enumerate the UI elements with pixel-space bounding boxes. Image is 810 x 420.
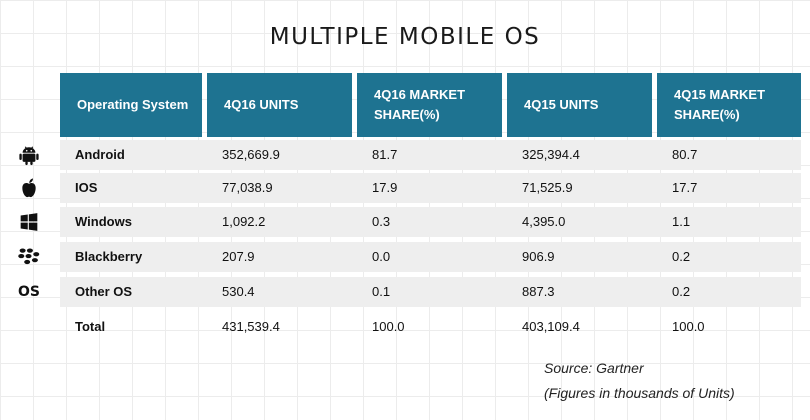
cell-units-4q15: 887.3	[522, 284, 555, 299]
column-header-os-name: Operating System	[60, 73, 202, 137]
cell-share-4q16: 100.0	[372, 319, 405, 334]
cell-units-4q16: 431,539.4	[222, 319, 280, 334]
cell-os-name: IOS	[75, 180, 98, 195]
cell-os-name: Android	[75, 147, 125, 162]
table-row	[60, 140, 801, 170]
page-title: MULTIPLE MOBILE OS	[269, 24, 541, 50]
table-row	[60, 242, 801, 272]
cell-share-4q15: 80.7	[672, 147, 698, 162]
cell-os-name: Total	[75, 319, 106, 334]
column-header-share-4q16: 4Q16 MARKET SHARE(%)	[357, 73, 502, 137]
os-text-icon: OS	[16, 279, 42, 305]
cell-os-name: Other OS	[75, 284, 133, 299]
cell-share-4q15: 100.0	[672, 319, 705, 334]
cell-share-4q16: 81.7	[372, 147, 398, 162]
cell-units-4q15: 906.9	[522, 249, 555, 264]
cell-units-4q16: 352,669.9	[222, 147, 280, 162]
cell-units-4q16: 77,038.9	[222, 180, 273, 195]
cell-share-4q16: 0.0	[372, 249, 391, 264]
source-note: Source: Gartner	[544, 360, 644, 376]
cell-os-name: Blackberry	[75, 249, 143, 264]
blackberry-icon	[16, 244, 42, 270]
cell-os-name: Windows	[75, 214, 132, 229]
units-note: (Figures in thousands of Units)	[544, 385, 735, 401]
cell-units-4q15: 4,395.0	[522, 214, 566, 229]
apple-icon	[16, 175, 42, 201]
column-header-units-4q16: 4Q16 UNITS	[207, 73, 352, 137]
os-icon-label: OS	[18, 284, 40, 300]
column-header-share-4q15: 4Q15 MARKET SHARE(%)	[657, 73, 801, 137]
windows-icon	[16, 209, 42, 235]
cell-share-4q16: 0.3	[372, 214, 391, 229]
table-row	[60, 277, 801, 307]
cell-units-4q15: 325,394.4	[522, 147, 580, 162]
cell-share-4q16: 0.1	[372, 284, 391, 299]
cell-share-4q15: 17.7	[672, 180, 698, 195]
android-icon	[16, 142, 42, 168]
cell-share-4q15: 1.1	[672, 214, 691, 229]
cell-share-4q15: 0.2	[672, 249, 691, 264]
cell-units-4q16: 1,092.2	[222, 214, 266, 229]
cell-units-4q16: 530.4	[222, 284, 255, 299]
cell-units-4q15: 71,525.9	[522, 180, 573, 195]
table-row	[60, 173, 801, 203]
table-row	[60, 207, 801, 237]
cell-units-4q16: 207.9	[222, 249, 255, 264]
cell-share-4q16: 17.9	[372, 180, 398, 195]
cell-share-4q15: 0.2	[672, 284, 691, 299]
column-header-units-4q15: 4Q15 UNITS	[507, 73, 652, 137]
cell-units-4q15: 403,109.4	[522, 319, 580, 334]
